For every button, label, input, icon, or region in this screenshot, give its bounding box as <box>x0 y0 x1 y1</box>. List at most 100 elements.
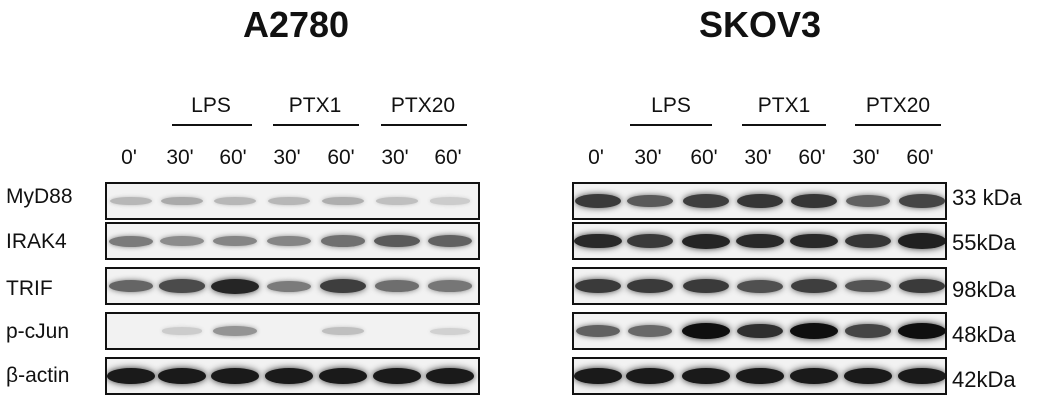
band <box>626 368 674 384</box>
band <box>213 235 257 247</box>
protein-label-p-cjun: p-cJun <box>6 320 70 343</box>
group-label-lps: LPS <box>651 94 691 117</box>
band <box>321 196 365 206</box>
band <box>427 280 473 292</box>
band <box>267 280 311 292</box>
group-line-ptx1 <box>742 124 826 126</box>
blot-beta-actin <box>572 357 947 395</box>
band <box>899 194 945 208</box>
group-label-lps: LPS <box>191 94 231 117</box>
lane-label: 60' <box>434 146 462 169</box>
band <box>736 233 784 249</box>
band <box>373 368 421 384</box>
band <box>736 193 784 209</box>
band <box>626 234 674 248</box>
lane-label: 30' <box>166 146 194 169</box>
lane-label: 60' <box>219 146 247 169</box>
group-line-lps <box>172 124 252 126</box>
band <box>107 368 155 384</box>
band <box>682 233 730 249</box>
panel-title-a2780: A2780 <box>242 4 350 45</box>
band <box>160 196 204 206</box>
band <box>790 193 838 209</box>
band <box>790 279 838 293</box>
protein-label-myd88: MyD88 <box>6 185 73 208</box>
lane-label: 30' <box>273 146 301 169</box>
band <box>320 235 366 247</box>
lane-label: 60' <box>798 146 826 169</box>
band <box>845 324 891 338</box>
band <box>682 368 730 384</box>
band <box>265 368 313 384</box>
protein-label-irak4: IRAK4 <box>6 230 67 253</box>
blot-p-cjun <box>572 312 947 350</box>
group-label-ptx20: PTX20 <box>390 94 456 117</box>
band <box>319 368 367 384</box>
band <box>737 279 783 293</box>
band <box>898 279 945 293</box>
blot-myd88 <box>105 182 480 220</box>
group-label-ptx20: PTX20 <box>865 94 931 117</box>
protein-label-trif: TRIF <box>6 277 53 300</box>
band <box>626 279 674 293</box>
band <box>790 323 838 339</box>
lane-label: 0' <box>121 146 137 169</box>
lane-label: 30' <box>634 146 662 169</box>
band <box>845 279 891 293</box>
kda-label-beta-actin: 42kDa <box>952 367 1016 392</box>
band <box>429 327 471 335</box>
panel-title-skov3: SKOV3 <box>698 4 822 45</box>
group-line-ptx1 <box>273 124 359 126</box>
kda-label-p-cjun: 48kDa <box>952 322 1016 347</box>
lane-label: 0' <box>588 146 604 169</box>
band <box>790 233 838 249</box>
lane-label: 60' <box>690 146 718 169</box>
band <box>374 280 420 292</box>
band <box>898 323 945 339</box>
band <box>682 279 730 293</box>
band <box>427 234 473 248</box>
kda-label-irak4: 55kDa <box>952 230 1016 255</box>
band <box>109 235 153 247</box>
group-line-ptx20 <box>855 124 941 126</box>
band <box>267 235 311 247</box>
band <box>845 194 891 208</box>
lane-label: 60' <box>906 146 934 169</box>
band <box>214 196 256 206</box>
lane-label: 30' <box>381 146 409 169</box>
band <box>108 280 154 292</box>
band <box>158 368 206 384</box>
band <box>574 279 622 293</box>
group-line-lps <box>630 124 712 126</box>
band <box>574 233 622 249</box>
band <box>898 233 945 249</box>
blot-irak4 <box>572 222 947 260</box>
band <box>268 196 310 206</box>
band <box>627 194 673 208</box>
band <box>574 194 622 208</box>
band <box>322 327 364 335</box>
band <box>160 235 204 247</box>
band <box>736 323 784 339</box>
blot-trif <box>572 267 947 305</box>
band <box>159 279 205 293</box>
band <box>844 233 892 249</box>
band <box>682 194 730 208</box>
blot-beta-actin <box>105 357 480 395</box>
band <box>211 278 259 294</box>
band <box>790 368 838 384</box>
band <box>575 324 621 338</box>
band <box>627 325 673 337</box>
band <box>161 327 203 335</box>
band <box>736 368 784 384</box>
band <box>844 368 892 384</box>
blot-myd88 <box>572 182 947 220</box>
band <box>374 234 420 248</box>
band <box>682 323 730 339</box>
lane-label: 30' <box>852 146 880 169</box>
protein-label-beta-actin: β-actin <box>6 364 70 387</box>
group-label-ptx1: PTX1 <box>757 94 811 117</box>
band <box>211 368 259 384</box>
band <box>429 197 471 205</box>
